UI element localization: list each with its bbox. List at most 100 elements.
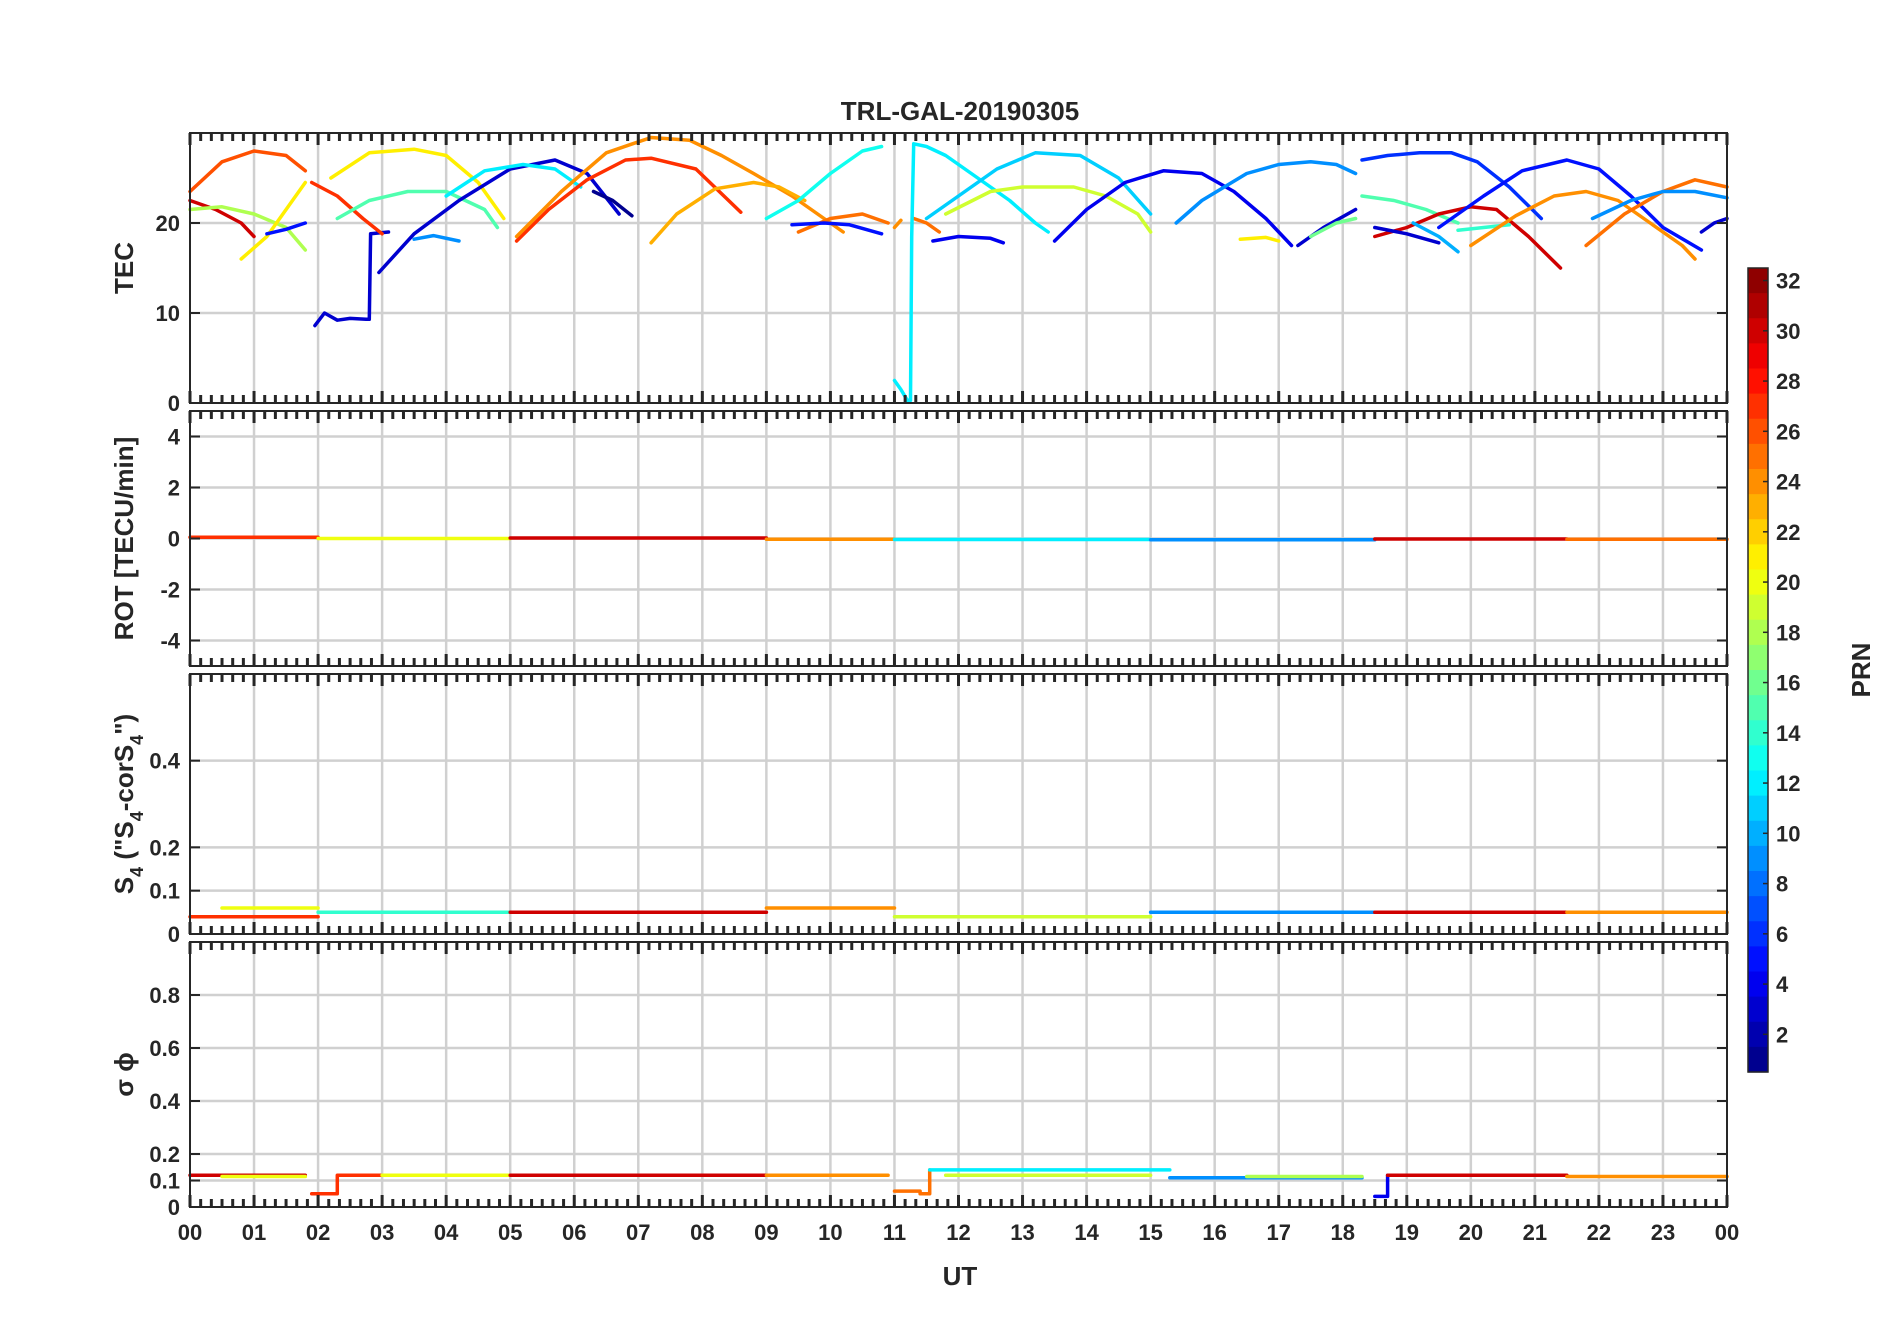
- colorbar-segment: [1748, 745, 1768, 772]
- y-axis-label: S4 ("S4-corS4"): [109, 714, 147, 894]
- colorbar-segment: [1748, 318, 1768, 344]
- grid: [190, 674, 1727, 934]
- colorbar-segment: [1748, 418, 1768, 445]
- x-ticks: [188, 411, 1729, 666]
- chart-title: TRL-GAL-20190305: [841, 96, 1079, 126]
- colorbar-frame: [1747, 267, 1769, 1073]
- y-tick-label: 10: [156, 301, 180, 326]
- series-prn-27: [514, 156, 743, 243]
- series-prn-21: [239, 180, 308, 261]
- colorbar-tick-label: 20: [1776, 570, 1800, 595]
- series-prn-3: [1373, 225, 1441, 245]
- series-prn-25: [892, 1168, 932, 1196]
- y-tick-label: 0.1: [149, 1169, 180, 1194]
- colorbar-tick-label: 8: [1776, 872, 1788, 897]
- colorbar-segment: [1748, 393, 1768, 420]
- series-prn-3: [377, 158, 621, 275]
- series-prn-26: [188, 149, 308, 194]
- x-tick-label: 15: [1138, 1220, 1162, 1245]
- series-prn-9: [412, 233, 461, 243]
- colorbar-segment: [1748, 871, 1768, 897]
- x-tick-label: 03: [370, 1220, 394, 1245]
- series-prn-1: [591, 189, 634, 218]
- series-prn-25: [911, 216, 942, 234]
- colorbar-tick-label: 4: [1776, 972, 1789, 997]
- series-prn-12: [444, 162, 583, 198]
- x-tick-label: 23: [1651, 1220, 1675, 1245]
- colorbar-tick-label: 16: [1776, 671, 1800, 696]
- colorbar-tick-label: 22: [1776, 520, 1800, 545]
- panel-sigma: 00.10.2 0.4 0.6 0.8 σ ϕ: [109, 941, 1729, 1220]
- series-prn-5: [790, 221, 884, 236]
- series-prn-21: [329, 147, 506, 221]
- x-tick-label: 12: [946, 1220, 970, 1245]
- panel-s4: 0 0.1 0.2 0.4S4 ("S4-corS4"): [109, 673, 1729, 947]
- x-tick-label: 07: [626, 1220, 650, 1245]
- colorbar-tick-label: 18: [1776, 620, 1800, 645]
- colorbar-segment: [1748, 845, 1768, 872]
- colorbar-segment: [1748, 921, 1768, 947]
- series-prn-3: [313, 230, 391, 328]
- colorbar-tick-label: 30: [1776, 319, 1800, 344]
- x-tick-label: 02: [306, 1220, 330, 1245]
- series-prn-24: [892, 218, 903, 230]
- y-tick-label: 0.4: [149, 1089, 180, 1114]
- colorbar-segment: [1748, 896, 1768, 922]
- series-prn-5: [1437, 158, 1704, 252]
- x-tick-label: 11: [883, 1220, 906, 1245]
- panel-tec: 0 10 20 TEC: [109, 132, 1729, 416]
- series-prn-10: [1411, 221, 1460, 254]
- colorbar-segment: [1748, 343, 1768, 370]
- colorbar-tick-label: 6: [1776, 922, 1788, 947]
- y-tick-label: 0.1: [149, 879, 180, 904]
- x-tick-label: 05: [498, 1220, 522, 1245]
- x-tick-label: 20: [1459, 1220, 1483, 1245]
- colorbar-segment: [1748, 946, 1768, 973]
- x-tick-label: 01: [242, 1220, 266, 1245]
- y-tick-label: 0: [168, 391, 180, 416]
- series-group: [188, 1168, 1729, 1199]
- colorbar-segment: [1748, 619, 1768, 646]
- y-tick-label: 0: [168, 1195, 180, 1220]
- colorbar-tick-label: 24: [1776, 470, 1801, 495]
- series-prn-15: [335, 189, 500, 230]
- y-tick-label: -4: [160, 629, 180, 654]
- colorbar-segment: [1748, 594, 1768, 621]
- colorbar-segment: [1748, 720, 1768, 746]
- colorbar-segment: [1748, 971, 1768, 998]
- series-prn-13: [764, 144, 884, 221]
- x-tick-label: 16: [1202, 1220, 1226, 1245]
- series-prn-24: [1469, 189, 1697, 261]
- colorbar-segment: [1748, 268, 1768, 294]
- series-prn-23: [649, 180, 807, 245]
- y-tick-label: 0.6: [149, 1036, 180, 1061]
- colorbar-tick-label: 2: [1776, 1022, 1788, 1047]
- x-axis-label: UT: [943, 1261, 978, 1291]
- colorbar-segment: [1748, 1021, 1768, 1048]
- x-tick-label: 10: [818, 1220, 842, 1245]
- colorbar-segment: [1748, 293, 1768, 319]
- colorbar-segment: [1748, 368, 1768, 395]
- x-ticks: [188, 133, 1729, 403]
- x-tick-labels: 00 01 02 03 04 05 06 07 08 09 10 11 12 13 14 15 16 17 18 19…: [178, 1220, 1739, 1245]
- series-prn-6: [1360, 151, 1544, 221]
- colorbar-tick-label: 32: [1776, 269, 1800, 294]
- colorbar-segment: [1748, 795, 1768, 822]
- panel-rot: -4 -2 0 2 4 ROT [TECU/min]: [109, 410, 1729, 667]
- series-prn-3: [1699, 216, 1729, 234]
- series-prn-21: [1238, 235, 1281, 243]
- series-prn-27: [309, 180, 384, 236]
- series-prn-9: [1174, 160, 1358, 225]
- grid: [190, 133, 1727, 403]
- x-tick-label: 18: [1331, 1220, 1355, 1245]
- grid: [190, 942, 1727, 1207]
- colorbar-segment: [1748, 996, 1768, 1023]
- y-ticks: -4 -2 0 2 4: [160, 425, 1727, 654]
- colorbar-tick-label: 14: [1776, 721, 1801, 746]
- y-tick-label: 2: [168, 476, 180, 501]
- series-group: [188, 135, 1729, 403]
- colorbar-segment: [1748, 469, 1768, 495]
- colorbar-tick-label: 28: [1776, 369, 1800, 394]
